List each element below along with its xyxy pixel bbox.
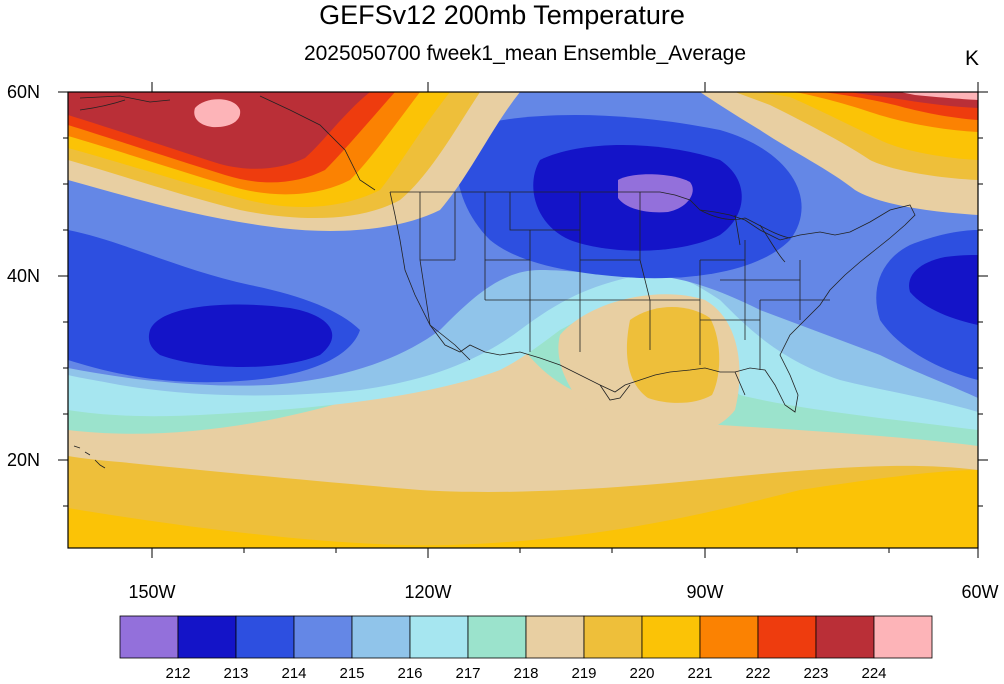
colorbar-swatch bbox=[873, 615, 933, 659]
lon-label-150w: 150W bbox=[128, 582, 175, 602]
band-213-east bbox=[909, 255, 978, 325]
lat-label-40n: 40N bbox=[7, 266, 40, 286]
plot-frame bbox=[67, 91, 979, 549]
state-lines-west bbox=[419, 192, 650, 352]
lat-label-60n: 60N bbox=[7, 82, 40, 102]
colorbar-label: 218 bbox=[513, 665, 538, 682]
colorbar-swatch bbox=[815, 615, 875, 659]
band-212 bbox=[618, 174, 693, 213]
band-213-west bbox=[148, 304, 333, 368]
colorbar: 212 213 214 215 216 217 218 219 220 221 222 223 224 bbox=[119, 615, 933, 682]
colorbar-label: 222 bbox=[745, 665, 770, 682]
colorbar-swatch bbox=[699, 615, 759, 659]
us-coastline bbox=[389, 191, 916, 413]
colorbar-label: 212 bbox=[165, 665, 190, 682]
lon-label-60w: 60W bbox=[961, 582, 998, 602]
colorbar-swatch bbox=[409, 615, 469, 659]
colorbar-swatch bbox=[351, 615, 411, 659]
colorbar-label: 215 bbox=[339, 665, 364, 682]
colorbar-swatch bbox=[525, 615, 585, 659]
colorbar-label: 220 bbox=[629, 665, 654, 682]
colorbar-label: 216 bbox=[397, 665, 422, 682]
colorbar-swatch bbox=[177, 615, 237, 659]
hawaii bbox=[73, 445, 106, 469]
ticks bbox=[58, 82, 988, 558]
colorbar-swatch bbox=[467, 615, 527, 659]
mexico-coast bbox=[429, 324, 746, 401]
colorbar-label: 214 bbox=[281, 665, 306, 682]
band-224-nw bbox=[68, 92, 370, 169]
map-outlines bbox=[73, 95, 916, 469]
units-label: K bbox=[965, 47, 980, 70]
colorbar-label: 213 bbox=[223, 665, 248, 682]
colorbar-swatch bbox=[757, 615, 817, 659]
band-225-ne bbox=[900, 92, 978, 100]
band-220-gulf bbox=[626, 307, 720, 403]
colorbar-label: 217 bbox=[455, 665, 480, 682]
canada-islands bbox=[79, 95, 376, 191]
band-225-nw bbox=[194, 99, 241, 128]
colorbar-swatch bbox=[119, 615, 179, 659]
great-lakes bbox=[699, 209, 791, 263]
colorbar-swatch bbox=[583, 615, 643, 659]
colorbar-swatch bbox=[293, 615, 353, 659]
lat-label-20n: 20N bbox=[7, 450, 40, 470]
lon-label-120w: 120W bbox=[404, 582, 451, 602]
colorbar-label: 223 bbox=[803, 665, 828, 682]
chart-title: GEFSv12 200mb Temperature bbox=[319, 0, 685, 30]
state-lines-central bbox=[639, 192, 830, 370]
colorbar-label: 219 bbox=[571, 665, 596, 682]
chart-subtitle: 2025050700 fweek1_mean Ensemble_Average bbox=[303, 42, 747, 65]
colorbar-swatch bbox=[235, 615, 295, 659]
colorbar-swatch bbox=[641, 615, 701, 659]
colorbar-label: 221 bbox=[687, 665, 712, 682]
band-221-south bbox=[68, 470, 978, 548]
contour-field bbox=[68, 92, 978, 548]
lon-label-90w: 90W bbox=[686, 582, 723, 602]
colorbar-label: 224 bbox=[861, 665, 886, 682]
